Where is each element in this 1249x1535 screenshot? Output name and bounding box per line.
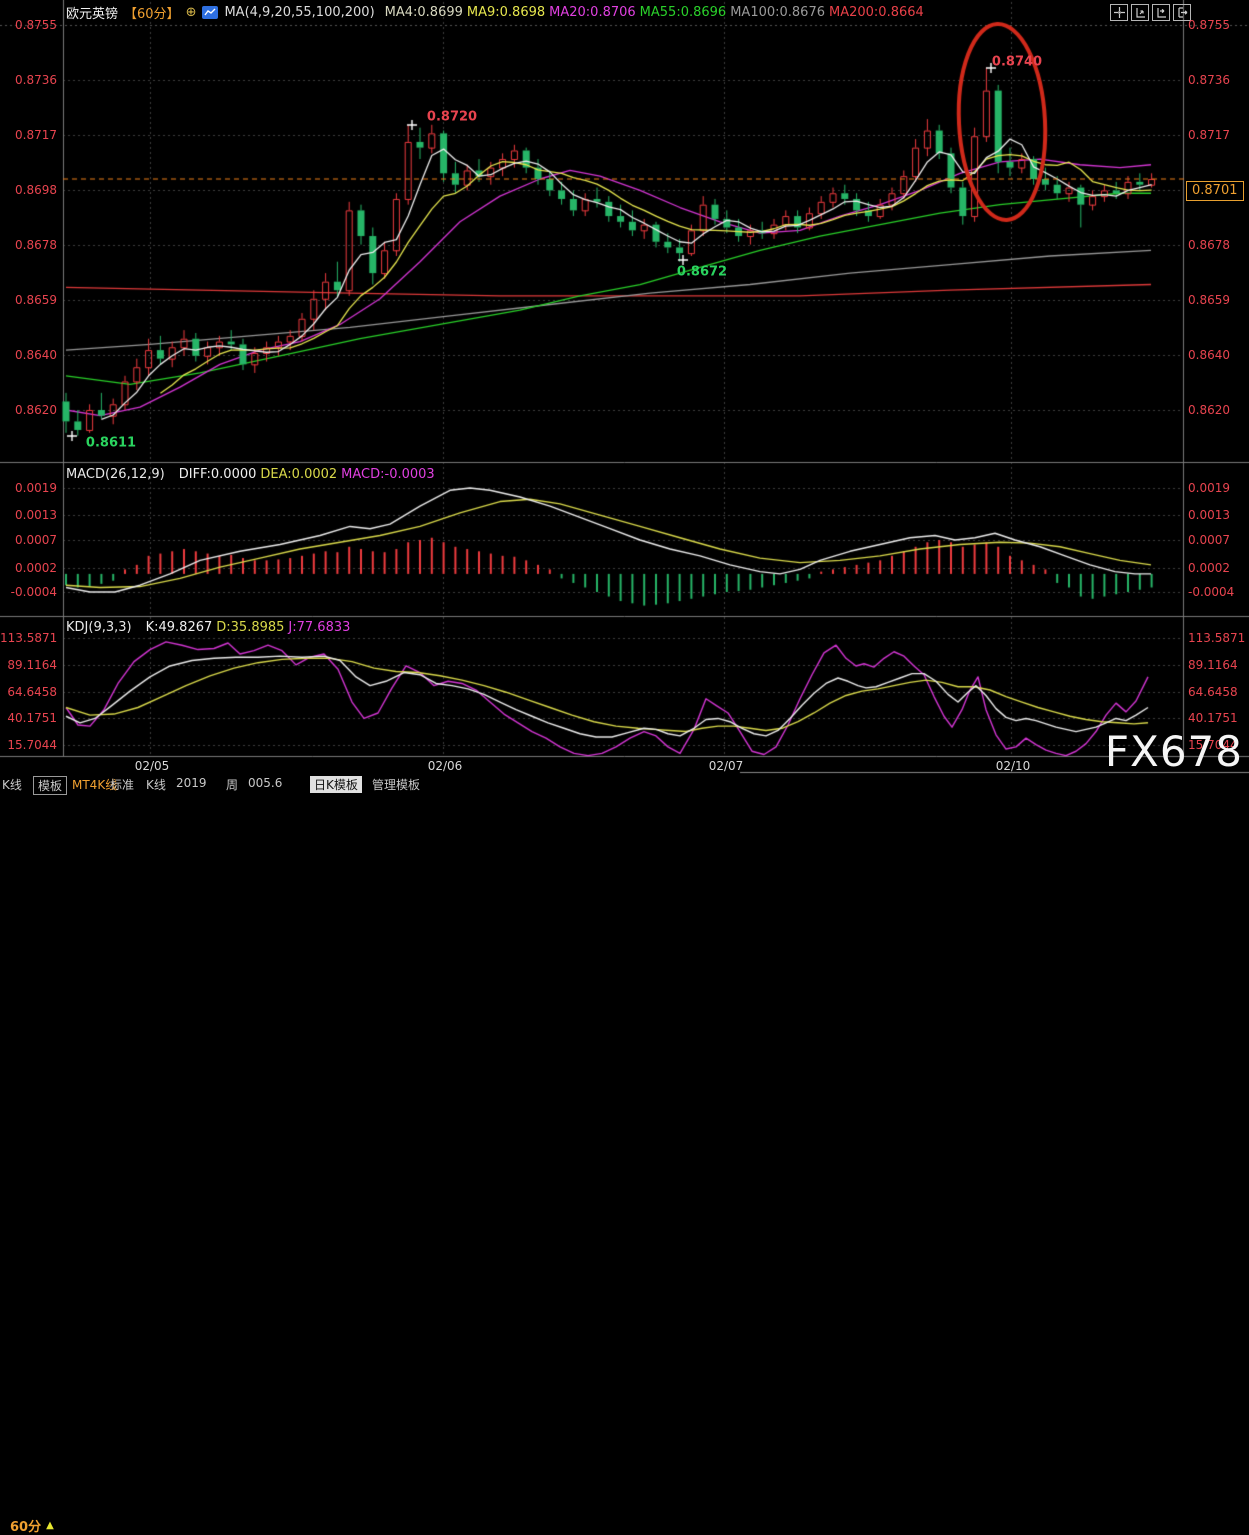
y-axis-tick: 40.1751 <box>7 711 57 725</box>
y-axis-tick: 0.0002 <box>1188 561 1230 575</box>
y-axis-tick: 0.8736 <box>1188 73 1230 87</box>
y-axis-tick: 0.8717 <box>1188 128 1230 142</box>
macd-value: DEA:0.0002 <box>260 466 338 482</box>
price-marker-label: 0.8740 <box>991 54 1043 70</box>
bottom-tab[interactable]: 标准 <box>110 778 135 792</box>
date-label: 02/06 <box>427 759 463 773</box>
y-axis-tick: 0.8755 <box>15 18 57 32</box>
bottom-tab[interactable]: 2019 <box>176 776 207 790</box>
y-axis-tick: 0.8678 <box>1188 238 1230 252</box>
ma-value[interactable]: MA9:0.8698 <box>466 4 546 20</box>
y-axis-tick: 0.8640 <box>15 348 57 362</box>
y-axis-tick: 15.7044 <box>1188 738 1238 752</box>
pan-right-icon[interactable] <box>1173 4 1191 21</box>
ma-settings-label[interactable]: MA(4,9,20,55,100,200) <box>224 4 375 20</box>
ma-value[interactable]: MA100:0.8676 <box>730 4 825 20</box>
y-axis-tick: 0.0013 <box>1188 508 1230 522</box>
bottom-tab[interactable]: 005.6 <box>248 776 283 790</box>
date-label: 02/10 <box>995 759 1031 773</box>
ma-values: MA4:0.8699 MA9:0.8698 MA20:0.8706 MA55:0.86… <box>381 5 924 20</box>
y-axis-tick: -0.0004 <box>10 585 57 599</box>
ma-value[interactable]: MA55:0.8696 <box>639 4 727 20</box>
y-axis-tick: 15.7044 <box>7 738 57 752</box>
watermark: FX678 <box>1104 727 1243 776</box>
bottom-tab[interactable]: 模板 <box>33 776 68 795</box>
bottom-tab[interactable]: K线 <box>2 778 22 792</box>
price-marker-label: 0.8672 <box>676 264 728 280</box>
time-axis: 60分 ▲ 02/05 02/06 02/07 02/10 <box>0 757 1249 1535</box>
price-marker-label: 0.8611 <box>85 435 137 451</box>
timeframe-label[interactable]: 【60分】 <box>124 6 180 22</box>
kdj-values: K:49.8267 D:35.8985 J:77.6833 <box>142 620 351 635</box>
date-label: 02/05 <box>134 759 170 773</box>
price-marker-label: 0.8720 <box>426 109 478 125</box>
scale-horizontal-icon[interactable] <box>1152 4 1170 21</box>
crosshair-icon[interactable] <box>1110 4 1128 21</box>
bottom-tab[interactable]: 管理模板 <box>372 778 421 792</box>
y-axis-tick: 0.8659 <box>1188 293 1230 307</box>
last-price-value: 0.8701 <box>1192 183 1238 198</box>
y-axis-tick: 0.8678 <box>15 238 57 252</box>
timeframe-dropdown-icon[interactable]: ▲ <box>46 1520 54 1531</box>
y-axis-tick: 0.8717 <box>15 128 57 142</box>
kdj-title[interactable]: KDJ(9,3,3) <box>66 619 132 635</box>
y-axis-tick: 0.0019 <box>1188 481 1230 495</box>
y-axis-tick: 64.6458 <box>7 685 57 699</box>
macd-header: MACD(26,12,9) DIFF:0.0000 DEA:0.0002 MACD:… <box>66 466 435 482</box>
scale-vertical-icon[interactable] <box>1131 4 1149 21</box>
bottom-tab[interactable]: K线 <box>146 778 166 792</box>
y-axis-tick: 89.1164 <box>1188 658 1238 672</box>
bottom-tab[interactable]: 日K模板 <box>310 776 362 793</box>
y-axis-tick: 0.0007 <box>1188 533 1230 547</box>
y-axis-tick: 0.0019 <box>15 481 57 495</box>
kdj-value: J:77.6833 <box>288 619 351 635</box>
last-price-box: 0.8701 <box>1186 181 1244 201</box>
ma-value[interactable]: MA200:0.8664 <box>829 4 924 20</box>
bottom-tab-bar: K线 模板 MT4K线 标准 K线 2019 周 005.6 日K模板 管理模板 <box>0 775 1249 795</box>
ma-value[interactable]: MA20:0.8706 <box>549 4 636 20</box>
macd-title[interactable]: MACD(26,12,9) <box>66 466 165 482</box>
add-indicator-icon[interactable]: ⊕ <box>185 4 197 20</box>
chart-canvas[interactable] <box>0 0 1249 783</box>
timeframe-value[interactable]: 60分 <box>10 1520 42 1535</box>
macd-values: DIFF:0.0000 DEA:0.0002 MACD:-0.0003 <box>175 467 435 482</box>
y-axis-tick: 0.8736 <box>15 73 57 87</box>
kdj-value: K:49.8267 <box>145 619 213 635</box>
y-axis-tick: -0.0004 <box>1188 585 1235 599</box>
chart-toolbar <box>1110 4 1191 21</box>
y-axis-tick: 0.8620 <box>15 403 57 417</box>
y-axis-tick: 113.5871 <box>1188 631 1246 645</box>
y-axis-tick: 0.8620 <box>1188 403 1230 417</box>
kdj-value: D:35.8985 <box>216 619 285 635</box>
y-axis-tick: 0.0007 <box>15 533 57 547</box>
y-axis-tick: 0.8755 <box>1188 18 1230 32</box>
macd-value: DIFF:0.0000 <box>178 466 257 482</box>
ma-value[interactable]: MA4:0.8699 <box>384 4 463 20</box>
y-axis-tick: 0.0002 <box>15 561 57 575</box>
kdj-header: KDJ(9,3,3) K:49.8267 D:35.8985 J:77.6833 <box>66 619 350 635</box>
chart-header: 欧元英镑 【60分】 ⊕ MA(4,9,20,55,100,200) MA4:0… <box>66 3 924 22</box>
y-axis-tick: 113.5871 <box>0 631 58 645</box>
y-axis-tick: 0.8698 <box>15 183 57 197</box>
date-label: 02/07 <box>708 759 744 773</box>
y-axis-tick: 0.8659 <box>15 293 57 307</box>
y-axis-tick: 0.8640 <box>1188 348 1230 362</box>
symbol-name[interactable]: 欧元英镑 <box>66 6 119 22</box>
y-axis-tick: 0.0013 <box>15 508 57 522</box>
y-axis-tick: 40.1751 <box>1188 711 1238 725</box>
y-axis-tick: 64.6458 <box>1188 685 1238 699</box>
y-axis-tick: 89.1164 <box>7 658 57 672</box>
bottom-tab[interactable]: 周 <box>226 778 239 792</box>
macd-value: MACD:-0.0003 <box>341 466 435 482</box>
chart-type-icon[interactable] <box>202 5 219 19</box>
timeframe-chip[interactable]: 60分 ▲ <box>10 1516 54 1535</box>
